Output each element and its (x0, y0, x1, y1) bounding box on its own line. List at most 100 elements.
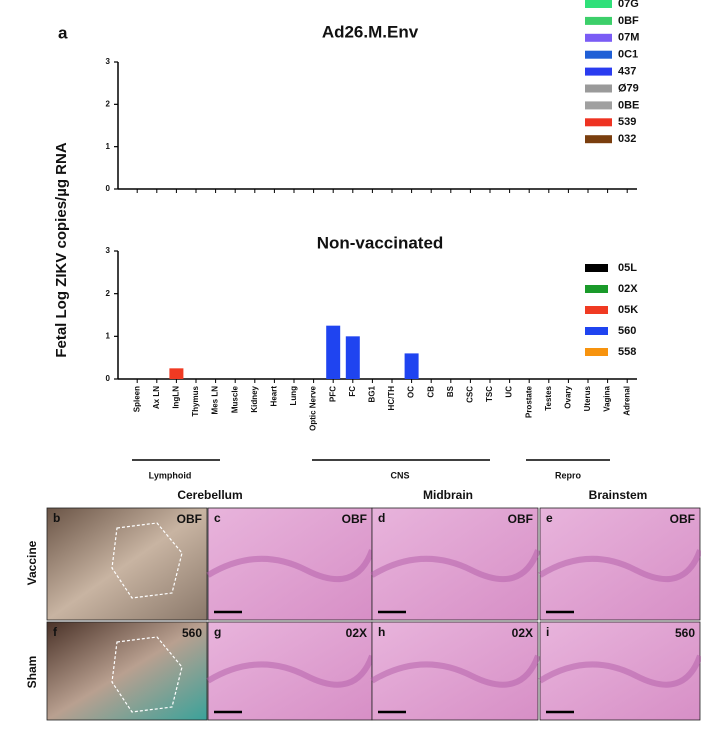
panel-tag: 560 (182, 626, 202, 640)
legend-swatch (585, 306, 608, 314)
legend-label: 558 (618, 346, 636, 358)
x-tick-label: Spleen (132, 386, 141, 412)
tissue-texture (206, 654, 375, 688)
group-label: Repro (555, 470, 582, 480)
x-tick-label: Lung (289, 386, 298, 406)
x-tick-label: Optic Nerve (309, 385, 318, 430)
group-label: CNS (390, 470, 409, 480)
x-tick-label: HC/TH (387, 386, 396, 411)
x-tick-label: Thymus (191, 385, 200, 416)
panel-tag: OBF (508, 512, 533, 526)
x-tick-label: OC (407, 386, 416, 398)
legend-label: 032 (618, 133, 636, 145)
tissue-texture (538, 549, 701, 582)
legend-swatch (585, 84, 612, 93)
legend-swatch (585, 264, 608, 272)
x-tick-label: Vagina (603, 385, 612, 411)
legend-swatch (585, 135, 612, 144)
legend-swatch (585, 67, 612, 76)
panel-tag: OBF (670, 512, 695, 526)
image-panels: b OBF c OBF d OBF e OBF f 560 g 02X h 02X i 560 (46, 507, 701, 721)
column-header: Midbrain (423, 488, 473, 502)
panel-tag: 02X (346, 626, 367, 640)
x-tick-label: Testes (544, 385, 553, 410)
x-tick-label: BS (446, 385, 455, 397)
bar (326, 325, 341, 379)
y-tick-label: 2 (106, 99, 111, 108)
column-header: Cerebellum (177, 488, 242, 502)
x-tick-label: Ax LN (152, 386, 161, 409)
legend-swatch (585, 285, 608, 293)
x-tick-label: FC (348, 386, 357, 397)
row-label: Sham (25, 656, 39, 689)
panel-letter: h (378, 625, 385, 639)
y-axis-label: Fetal Log ZIKV copies/µg RNA (53, 142, 70, 357)
x-tick-label: PFC (328, 386, 337, 402)
x-tick-label: CB (426, 386, 435, 398)
y-tick-label: 1 (106, 331, 111, 340)
x-tick-label: BG1 (368, 385, 377, 402)
x-tick-label: CSC (466, 386, 475, 403)
legend-label: 0BF (618, 15, 639, 27)
x-tick-label: TSC (485, 386, 494, 402)
group-label: Lymphoid (149, 470, 192, 480)
y-tick-label: 3 (106, 246, 111, 255)
panel-letter: d (378, 511, 385, 525)
legend-label: 05K (618, 304, 638, 316)
legend-swatch (585, 0, 612, 8)
x-tick-label: Ovary (564, 385, 573, 408)
x-tick-label: Prostate (524, 385, 533, 418)
panel-letter: e (546, 511, 553, 525)
panel-letter: g (214, 625, 221, 639)
column-header: Brainstem (589, 488, 648, 502)
legend-label: 539 (618, 116, 636, 128)
tissue-texture (370, 654, 541, 688)
row-label: Vaccine (25, 540, 39, 585)
legend-swatch (585, 118, 612, 127)
panel-tag: 560 (675, 626, 695, 640)
x-tick-label: Kidney (250, 385, 259, 412)
legend-swatch (585, 50, 612, 59)
chart-title: Non-vaccinated (317, 233, 444, 252)
legend-swatch (585, 16, 612, 25)
legend-label: Ø79 (618, 82, 639, 94)
y-tick-label: 2 (106, 289, 111, 298)
panel-letter: f (53, 625, 58, 639)
legend-swatch (585, 101, 612, 110)
legend-label: 07M (618, 32, 639, 44)
legend-label: 560 (618, 325, 636, 337)
y-tick-label: 3 (106, 57, 111, 66)
panel-letter: c (214, 511, 221, 525)
y-tick-label: 0 (106, 184, 111, 193)
y-tick-label: 0 (106, 374, 111, 383)
tissue-texture (206, 549, 375, 582)
chart-title: Ad26.M.Env (322, 22, 419, 41)
tissue-texture (538, 654, 701, 688)
x-tick-label: Adrenal (622, 386, 631, 416)
panel-tag: OBF (177, 512, 202, 526)
x-tick-label: Uterus (583, 385, 592, 411)
legend-label: 437 (618, 66, 636, 78)
legend-label: 0C1 (618, 49, 638, 61)
panel-letter: a (58, 23, 68, 42)
legend-swatch (585, 348, 608, 356)
panel-letter: i (546, 625, 549, 639)
legend-swatch (585, 33, 612, 42)
x-tick-label: Mes LN (211, 386, 220, 415)
panel-letter: b (53, 511, 60, 525)
legend-label: 07G (618, 0, 639, 10)
bar (404, 353, 419, 379)
panel-tag: 02X (512, 626, 533, 640)
legend-label: 05L (618, 262, 637, 274)
x-tick-label: Muscle (230, 385, 239, 413)
outline (111, 636, 183, 713)
bar (169, 368, 184, 379)
legend-label: 0BE (618, 99, 639, 111)
legend-swatch (585, 327, 608, 335)
tissue-texture (370, 549, 541, 582)
x-tick-label: Heart (270, 386, 279, 407)
x-tick-label: IngLN (172, 386, 181, 409)
bar (345, 336, 360, 379)
legend-label: 02X (618, 283, 638, 295)
